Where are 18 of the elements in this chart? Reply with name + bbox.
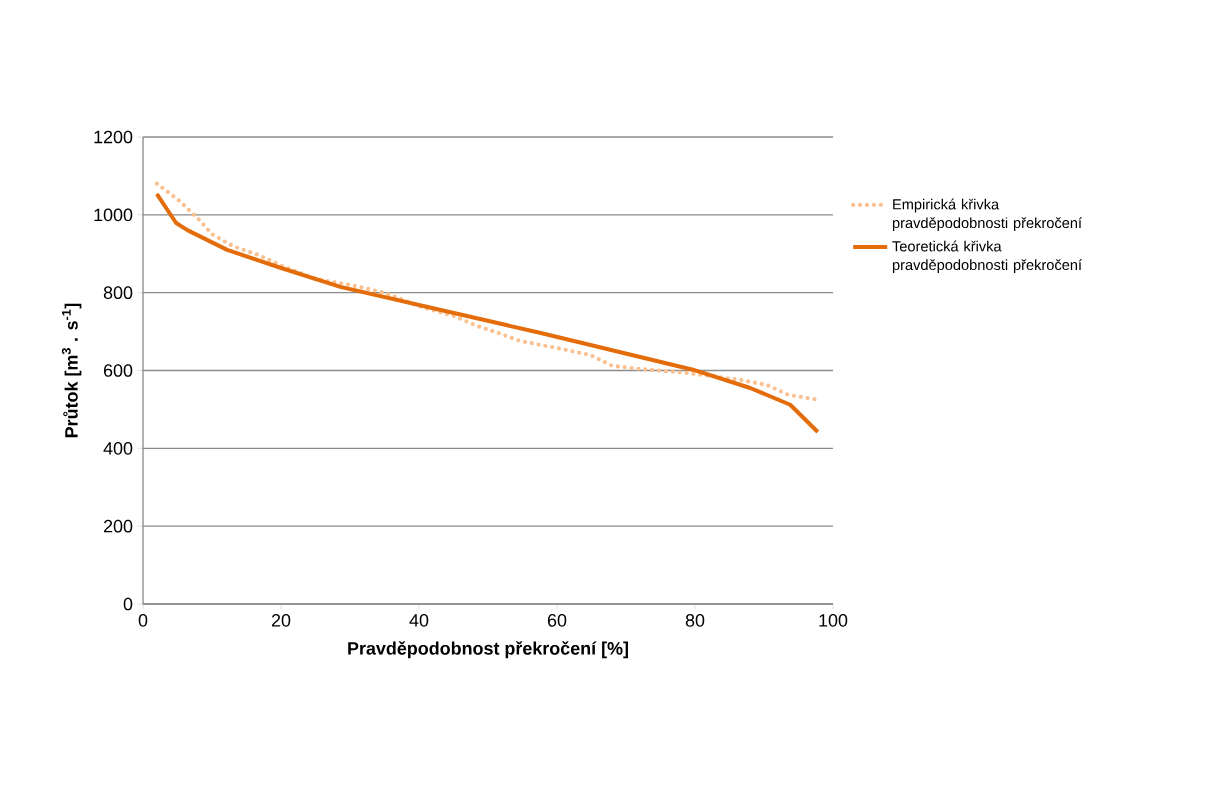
line-series [154, 191, 820, 434]
y-tick-label: 0 [123, 597, 133, 611]
x-tick-label: 80 [685, 614, 705, 627]
y-tick-label: 800 [103, 286, 133, 299]
legend-label: Teoretická křivka pravděpodobnosti překročení [892, 240, 1082, 273]
y-axis-title: Průtok [m$^{3}$ . s$^{-1}$] [61, 303, 82, 438]
x-tick-label: 60 [547, 614, 567, 627]
x-tick-label: 0 [138, 614, 148, 627]
x-axis-title: Pravděpodobnost překročení [%] [348, 641, 628, 659]
x-tick-label: 40 [409, 614, 429, 627]
y-tick-label: 600 [103, 364, 133, 377]
x-tick-label: 100 [819, 614, 848, 627]
y-tick-label: 1200 [94, 130, 133, 144]
legend-label: Empirická křivka pravděpodobnosti překročení [892, 198, 1082, 231]
x-tick-label: 20 [271, 614, 291, 627]
y-tick-label: 200 [103, 519, 133, 533]
y-tick-label: 1000 [94, 208, 133, 222]
y-tick-label: 400 [103, 441, 133, 455]
